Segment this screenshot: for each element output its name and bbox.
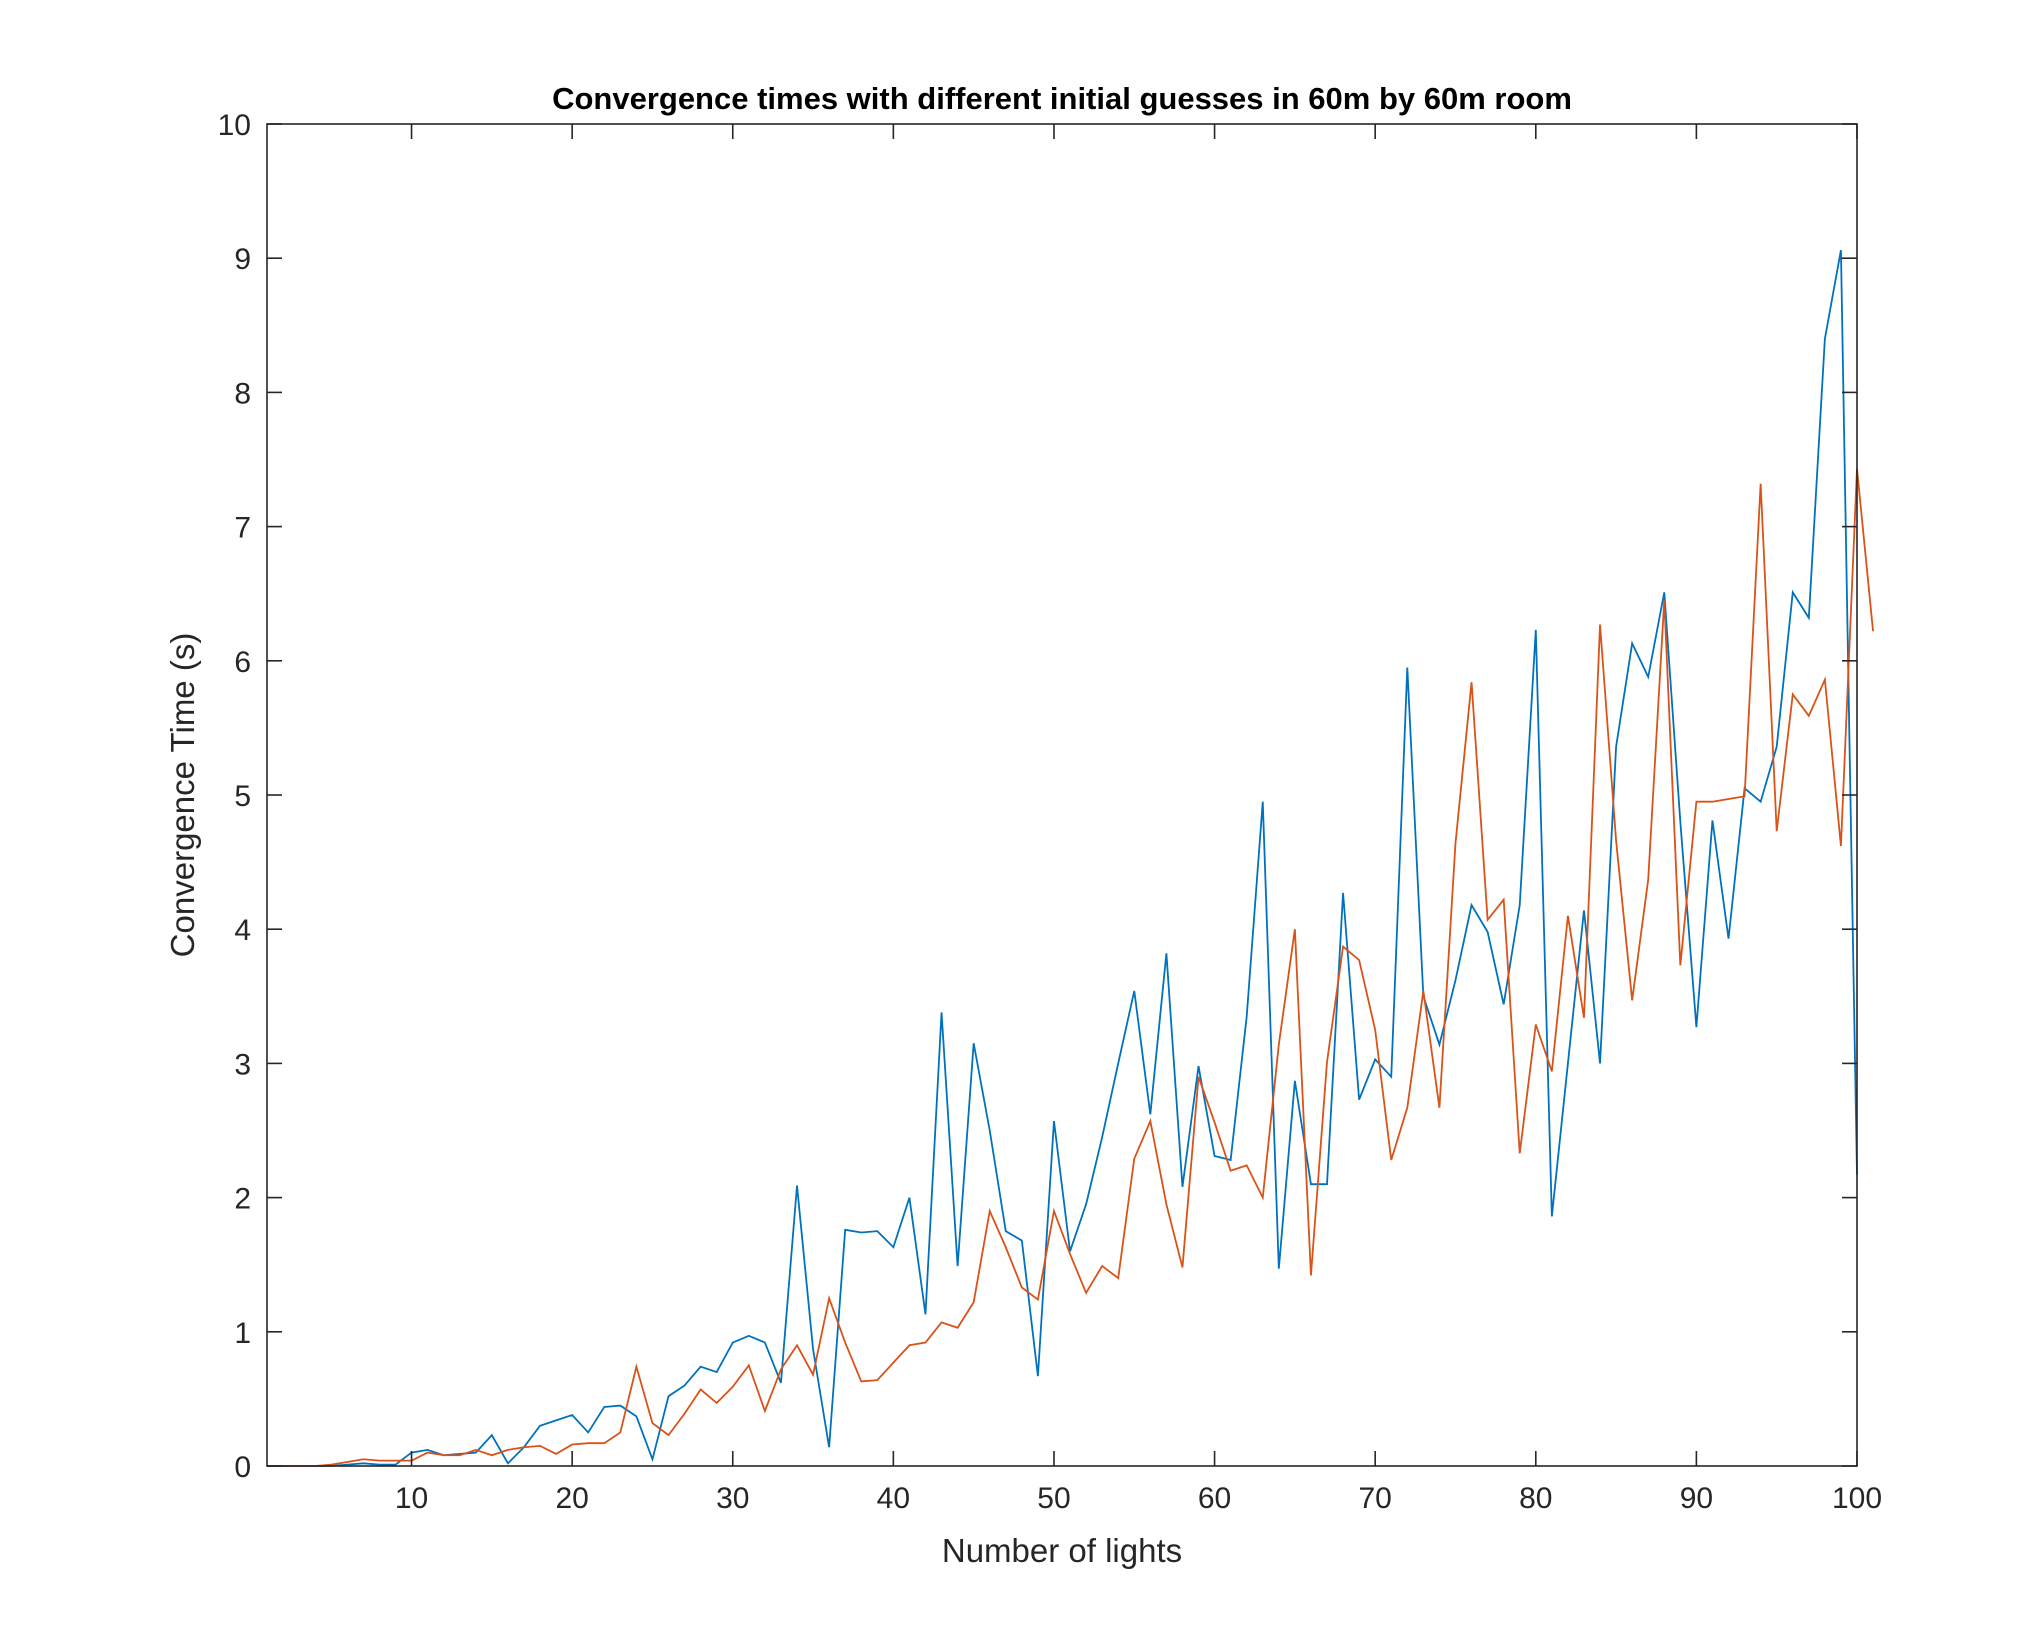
- x-tick-label: 60: [1198, 1482, 1231, 1515]
- y-tick-label: 0: [234, 1451, 251, 1484]
- chart-title: Convergence times with different initial…: [552, 81, 1572, 116]
- y-tick-label: 2: [234, 1183, 251, 1216]
- y-tick-label: 6: [234, 646, 251, 679]
- x-tick-label: 70: [1358, 1482, 1391, 1515]
- x-tick-label: 90: [1680, 1482, 1713, 1515]
- x-tick-label: 100: [1832, 1482, 1882, 1515]
- x-axis-label: Number of lights: [942, 1532, 1182, 1569]
- x-tick-label: 40: [877, 1482, 910, 1515]
- x-tick-label: 50: [1037, 1482, 1070, 1515]
- x-tick-label: 20: [555, 1482, 588, 1515]
- series-layer: [267, 249, 1874, 1467]
- y-tick-label: 3: [234, 1048, 251, 1081]
- y-axis-label: Convergence Time (s): [164, 633, 201, 958]
- y-tick-label: 9: [234, 243, 251, 276]
- series-line-1: [267, 249, 1858, 1467]
- y-tick-label: 7: [234, 512, 251, 545]
- y-tick-label: 10: [218, 109, 251, 142]
- series-line-2: [267, 468, 1874, 1467]
- y-tick-label: 5: [234, 780, 251, 813]
- y-tick-label: 1: [234, 1317, 251, 1350]
- x-tick-label: 80: [1519, 1482, 1552, 1515]
- y-tick-label: 4: [234, 914, 251, 947]
- y-tick-label: 8: [234, 377, 251, 410]
- x-tick-label: 10: [395, 1482, 428, 1515]
- tick-layer: 10 20 30 40 50 60 70 80 90 100 0 1 2 3 4 5 6 7 8 9 10: [218, 109, 1882, 1515]
- x-tick-label: 30: [716, 1482, 749, 1515]
